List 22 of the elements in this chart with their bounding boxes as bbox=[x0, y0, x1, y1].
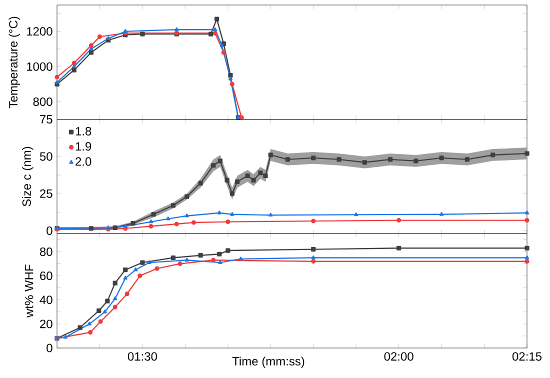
y-tick-label: 800 bbox=[33, 97, 52, 106]
y-axis-title: wt% WHF bbox=[24, 264, 34, 318]
x-tick-label: 02:15 bbox=[512, 352, 542, 361]
x-axis-title: Time (mm:ss) bbox=[232, 356, 304, 368]
x-tick-label: 02:00 bbox=[384, 352, 414, 361]
y-tick-label: 0 bbox=[46, 226, 52, 235]
y-tick-label: 75 bbox=[40, 115, 52, 124]
y-tick-label: 1200 bbox=[27, 27, 52, 36]
y-axis-title: Size c (nm) bbox=[22, 146, 34, 206]
y-tick-label: 25 bbox=[40, 189, 52, 198]
y-tick-label: 1000 bbox=[27, 62, 52, 71]
y-tick-label: 40 bbox=[40, 296, 52, 304]
y-tick-label: 50 bbox=[40, 152, 52, 161]
legend-label: 2.0 bbox=[76, 157, 92, 166]
legend-label: 1.8 bbox=[76, 126, 92, 136]
y-axis-title: Temperature (°C) bbox=[8, 16, 20, 108]
y-tick-label: 20 bbox=[40, 320, 52, 328]
x-tick-label: 01:30 bbox=[128, 352, 157, 361]
legend-label: 1.9 bbox=[76, 142, 92, 151]
y-tick-label: 80 bbox=[40, 247, 52, 256]
y-tick-label: 0 bbox=[46, 344, 52, 352]
y-tick-label: 60 bbox=[40, 272, 52, 280]
